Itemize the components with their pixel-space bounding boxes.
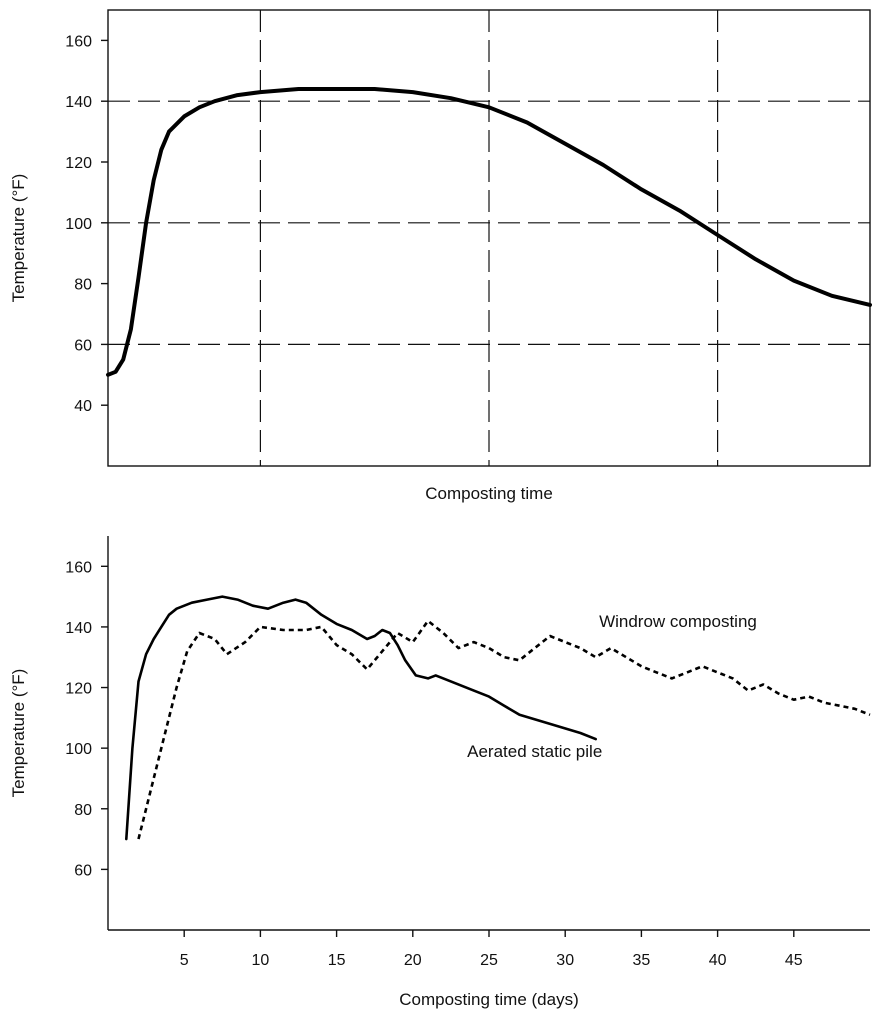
panel2-x-tick-label: 5 — [180, 952, 189, 969]
panel1-y-tick-label: 100 — [65, 216, 92, 233]
panel2-y-tick-label: 160 — [65, 559, 92, 576]
panel2-x-tick-label: 45 — [785, 952, 803, 969]
panel1-y-tick-label: 140 — [65, 94, 92, 111]
panel2-y-tick-label: 100 — [65, 741, 92, 758]
panel2-series-aerated-static-pile-line — [125, 595, 597, 841]
panel2-x-tick-label: 40 — [709, 952, 727, 969]
panel2-y-tick-label: 60 — [74, 862, 92, 879]
panel1-y-axis-title: Temperature (°F) — [9, 174, 28, 303]
panel2-x-tick-label: 20 — [404, 952, 422, 969]
panel1-y-tick-label: 60 — [74, 337, 92, 354]
panel1-plot-frame — [107, 9, 871, 467]
panel1-y-tick-label: 120 — [65, 155, 92, 172]
panel2-y-axis-title: Temperature (°F) — [9, 669, 28, 798]
panel2-x-tick-label: 15 — [328, 952, 346, 969]
panel2-y-tick-label: 120 — [65, 681, 92, 698]
panel2-x-tick-label: 30 — [556, 952, 574, 969]
panel2-x-tick-label: 35 — [633, 952, 651, 969]
panel2-x-tick-label: 25 — [480, 952, 498, 969]
panel2-series-windrow-composting-line — [137, 619, 871, 840]
panel2-series-label-aerated-static-pile: Aerated static pile — [467, 742, 602, 761]
panel2-y-tick-label: 80 — [74, 802, 92, 819]
panel1-y-tick-label: 160 — [65, 33, 92, 50]
panel2-y-tick-label: 140 — [65, 620, 92, 637]
panel2-x-tick-label: 10 — [252, 952, 270, 969]
panel1-y-tick-label: 80 — [74, 277, 92, 294]
panel1-series-temperature-line — [106, 87, 872, 377]
panel2-series-label-windrow-composting: Windrow composting — [599, 612, 757, 631]
panel1-y-tick-label: 40 — [74, 398, 92, 415]
panel2-x-axis-title: Composting time (days) — [399, 990, 579, 1009]
panel1-x-axis-title: Composting time — [425, 484, 553, 503]
